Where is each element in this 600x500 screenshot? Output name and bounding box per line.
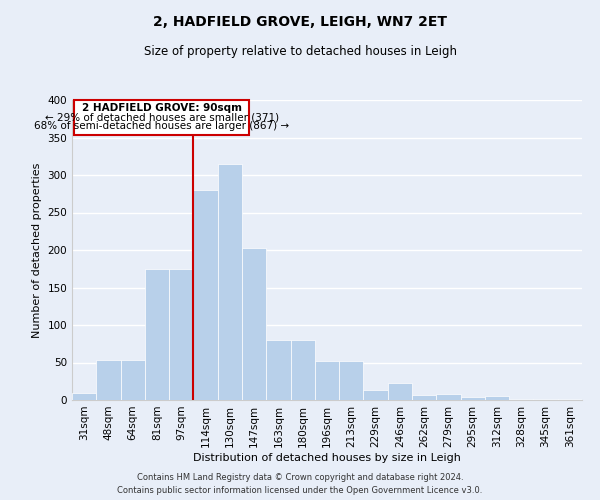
Bar xyxy=(412,395,436,400)
Bar xyxy=(461,397,485,400)
Bar xyxy=(242,248,266,400)
Bar xyxy=(485,396,509,400)
Bar xyxy=(558,398,582,400)
Bar xyxy=(121,360,145,400)
Bar xyxy=(509,398,533,400)
Bar xyxy=(96,360,121,400)
Text: Contains public sector information licensed under the Open Government Licence v3: Contains public sector information licen… xyxy=(118,486,482,495)
X-axis label: Distribution of detached houses by size in Leigh: Distribution of detached houses by size … xyxy=(193,452,461,462)
Bar xyxy=(218,164,242,400)
Bar xyxy=(145,269,169,400)
Bar xyxy=(388,383,412,400)
Bar xyxy=(169,269,193,400)
Bar xyxy=(193,190,218,400)
Bar xyxy=(436,394,461,400)
Text: 68% of semi-detached houses are larger (867) →: 68% of semi-detached houses are larger (… xyxy=(34,121,289,131)
Text: Contains HM Land Registry data © Crown copyright and database right 2024.: Contains HM Land Registry data © Crown c… xyxy=(137,474,463,482)
Text: 2, HADFIELD GROVE, LEIGH, WN7 2ET: 2, HADFIELD GROVE, LEIGH, WN7 2ET xyxy=(153,15,447,29)
FancyBboxPatch shape xyxy=(74,100,249,135)
Text: 2 HADFIELD GROVE: 90sqm: 2 HADFIELD GROVE: 90sqm xyxy=(82,103,242,113)
Y-axis label: Number of detached properties: Number of detached properties xyxy=(32,162,42,338)
Bar xyxy=(339,361,364,400)
Bar xyxy=(266,340,290,400)
Text: ← 29% of detached houses are smaller (371): ← 29% of detached houses are smaller (37… xyxy=(45,112,279,122)
Text: Size of property relative to detached houses in Leigh: Size of property relative to detached ho… xyxy=(143,45,457,58)
Bar xyxy=(364,390,388,400)
Bar xyxy=(315,361,339,400)
Bar xyxy=(290,340,315,400)
Bar xyxy=(72,392,96,400)
Bar xyxy=(533,398,558,400)
